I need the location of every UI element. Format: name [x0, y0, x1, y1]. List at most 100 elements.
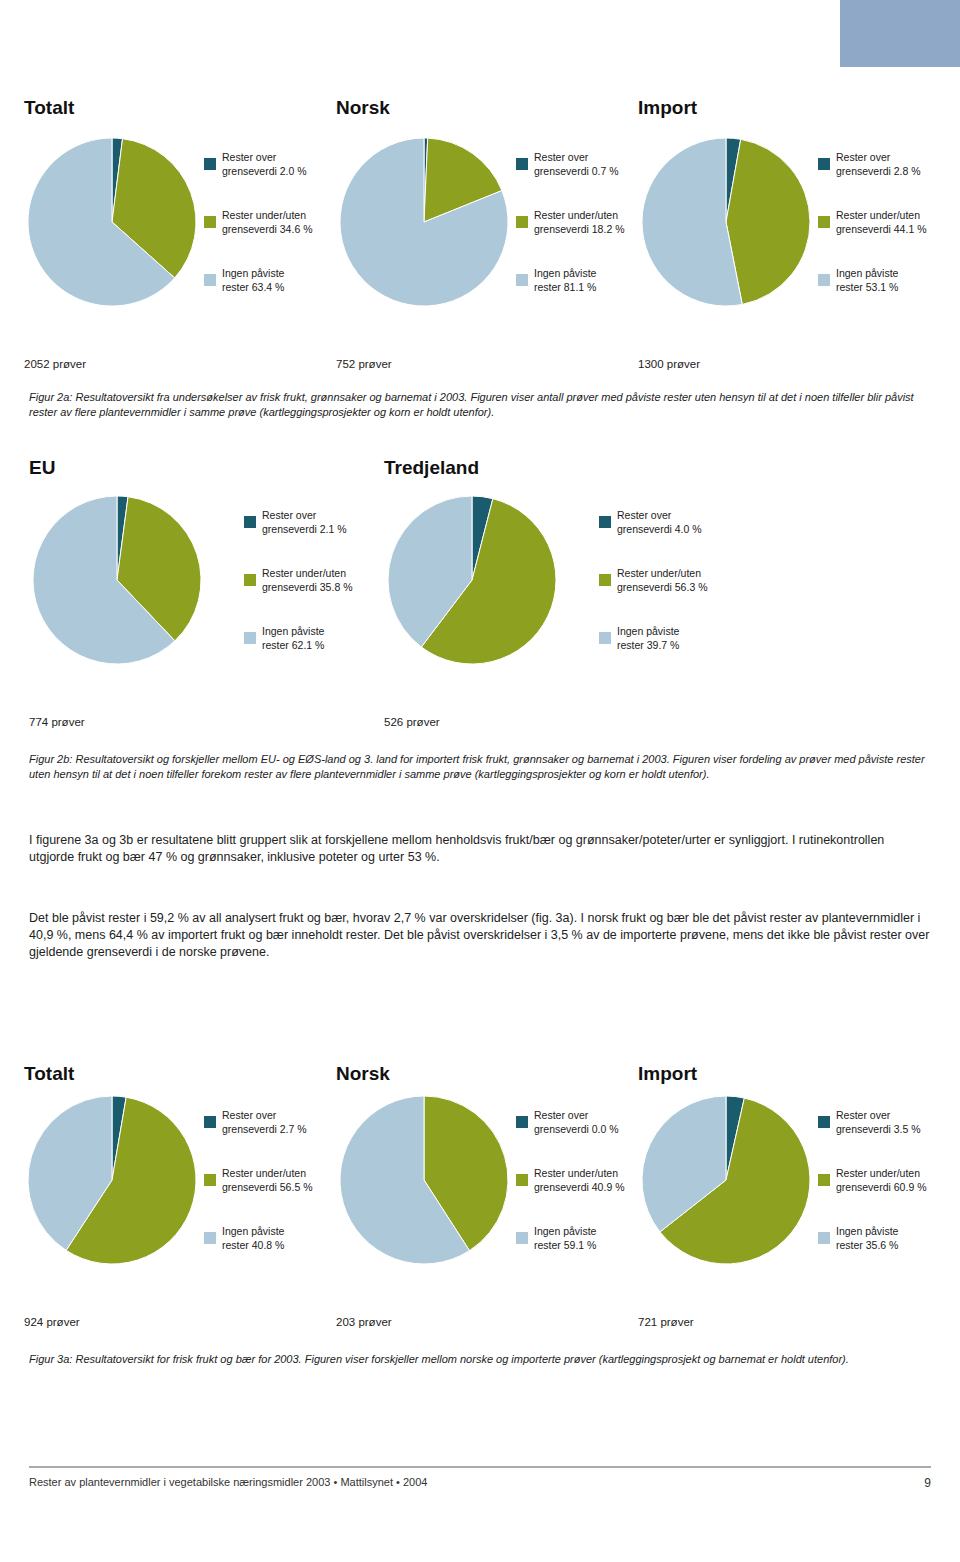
sample-count: 721 prøver: [638, 1316, 694, 1328]
legend-line: Ingen påviste: [262, 625, 325, 637]
legend-entry: Rester overgrenseverdi 4.0 %: [617, 509, 702, 535]
legend-swatch: [818, 158, 830, 170]
legend-line: Rester under/uten: [222, 209, 306, 221]
chart-title: Totalt: [24, 1063, 75, 1084]
legend-entry: Rester under/uten grenseverdi 35.8 %: [262, 567, 352, 593]
legend-swatch: [818, 216, 830, 228]
legend-line: rester 81.1 %: [534, 281, 596, 293]
sample-count: 924 prøver: [24, 1316, 80, 1328]
legend-line: rester 62.1 %: [262, 639, 324, 651]
legend-line: grenseverdi 56.5 %: [222, 1181, 312, 1193]
legend-line: Rester under/uten: [836, 1167, 920, 1179]
legend-line: grenseverdi 40.9 %: [534, 1181, 624, 1193]
legend-entry: Rester under/uten grenseverdi 44.1 %: [836, 209, 926, 235]
sample-count: 2052 prøver: [24, 358, 86, 370]
figure-caption: Figur 3a: Resultatoversikt for frisk fru…: [29, 1352, 931, 1367]
legend-line: grenseverdi 0.7 %: [534, 165, 619, 177]
legend-entry: Rester overgrenseverdi 2.1 %: [262, 509, 347, 535]
legend-line: Ingen påviste: [534, 267, 597, 279]
legend-line: Ingen påviste: [617, 625, 680, 637]
legend-line: grenseverdi 2.7 %: [222, 1123, 307, 1135]
pie-chart: ImportRester overgrenseverdi 2.8 %Rester…: [638, 97, 926, 370]
pie-slice: [726, 139, 810, 304]
legend-line: Ingen påviste: [222, 267, 285, 279]
chart-title: Norsk: [336, 1063, 390, 1084]
legend-swatch: [818, 274, 830, 286]
legend-entry: Ingen påvisterester 63.4 %: [222, 267, 285, 293]
legend-swatch: [244, 574, 256, 586]
legend-swatch: [818, 1174, 830, 1186]
chart-title: Import: [638, 97, 698, 118]
footer-text: Rester av plantevernmidler i vegetabilsk…: [29, 1476, 427, 1488]
legend-entry: Rester over grenseverdi 2.8 %: [836, 151, 921, 177]
legend-line: Rester over: [222, 1109, 277, 1121]
legend-line: Rester under/uten: [617, 567, 701, 579]
legend-swatch: [204, 1116, 216, 1128]
legend-line: rester 53.1 %: [836, 281, 898, 293]
sample-count: 774 prøver: [29, 716, 85, 728]
legend-line: Rester under/uten: [836, 209, 920, 221]
legend-entry: Ingen påvisterester 39.7 %: [617, 625, 680, 651]
legend-swatch: [204, 158, 216, 170]
legend-entry: Ingen påviste rester 62.1 %: [262, 625, 325, 651]
chart-title: Import: [638, 1063, 698, 1084]
page-canvas: TotaltRester overgrenseverdi 2.0 %Rester…: [0, 0, 960, 1562]
legend-swatch: [516, 1174, 528, 1186]
chart-title: Norsk: [336, 97, 390, 118]
legend-entry: Ingen påvisterester 35.6 %: [836, 1225, 899, 1251]
legend-swatch: [516, 158, 528, 170]
body-text: I figurene 3a og 3b er resultatene blitt…: [29, 832, 931, 866]
legend-line: Ingen påviste: [534, 1225, 597, 1237]
pie-chart: TotaltRester overgrenseverdi 2.0 %Rester…: [24, 97, 312, 370]
legend-swatch: [516, 1232, 528, 1244]
legend-line: grenseverdi 2.8 %: [836, 165, 921, 177]
legend-line: grenseverdi 34.6 %: [222, 223, 312, 235]
legend-line: Rester under/uten: [534, 209, 618, 221]
page-number: 9: [924, 1476, 931, 1490]
legend-swatch: [204, 216, 216, 228]
figure-caption: Figur 2b: Resultatoversikt og forskjelle…: [29, 752, 931, 782]
body-text: Det ble påvist rester i 59,2 % av all an…: [29, 910, 931, 961]
legend-line: Rester over: [836, 151, 891, 163]
legend-swatch: [599, 516, 611, 528]
legend-line: grenseverdi 35.8 %: [262, 581, 352, 593]
legend-swatch: [599, 574, 611, 586]
legend-line: Rester over: [534, 151, 589, 163]
pie-slice: [388, 496, 472, 647]
pie-slice: [33, 496, 175, 664]
legend-entry: Ingen påviste rester 59.1 %: [534, 1225, 597, 1251]
pie-chart: Tredjeland Rester overgrenseverdi 4.0 % Re…: [384, 457, 707, 728]
legend-line: grenseverdi 18.2 %: [534, 223, 624, 235]
legend-swatch: [244, 516, 256, 528]
legend-line: Rester over: [222, 151, 277, 163]
legend-line: grenseverdi 44.1 %: [836, 223, 926, 235]
legend-entry: Ingen påvisterester 53.1 %: [836, 267, 899, 293]
chart-title: Totalt: [24, 97, 75, 118]
legend-line: Rester under/uten: [262, 567, 346, 579]
pie-chart: NorskRester overgrenseverdi 0.0 %Rester …: [336, 1063, 624, 1328]
legend-swatch: [204, 274, 216, 286]
legend-swatch: [516, 216, 528, 228]
legend-swatch: [244, 632, 256, 644]
legend-swatch: [204, 1232, 216, 1244]
corner-decoration: [840, 0, 960, 67]
legend-line: rester 35.6 %: [836, 1239, 898, 1251]
legend-entry: Rester under/utengrenseverdi 56.5 %: [222, 1167, 312, 1193]
chart-title: Tredjeland: [384, 457, 479, 478]
sample-count: 752 prøver: [336, 358, 392, 370]
legend-entry: Rester over grenseverdi 0.7 %: [534, 151, 619, 177]
legend-line: grenseverdi 60.9 %: [836, 1181, 926, 1193]
pie-chart: Import Rester over grenseverdi 3.5 % Rester…: [638, 1063, 926, 1328]
legend-line: rester 59.1 %: [534, 1239, 596, 1251]
legend-line: Rester over: [836, 1109, 891, 1121]
legend-line: grenseverdi 2.1 %: [262, 523, 347, 535]
legend-entry: Rester under/utengrenseverdi 40.9 %: [534, 1167, 624, 1193]
pie-slice: [28, 138, 175, 306]
legend-line: Ingen påviste: [222, 1225, 285, 1237]
legend-line: Rester over: [534, 1109, 589, 1121]
legend-swatch: [599, 632, 611, 644]
legend-line: grenseverdi 3.5 %: [836, 1123, 921, 1135]
sample-count: 1300 prøver: [638, 358, 700, 370]
legend-entry: Rester under/uten grenseverdi 60.9 %: [836, 1167, 926, 1193]
legend-entry: Rester under/uten grenseverdi 34.6 %: [222, 209, 312, 235]
